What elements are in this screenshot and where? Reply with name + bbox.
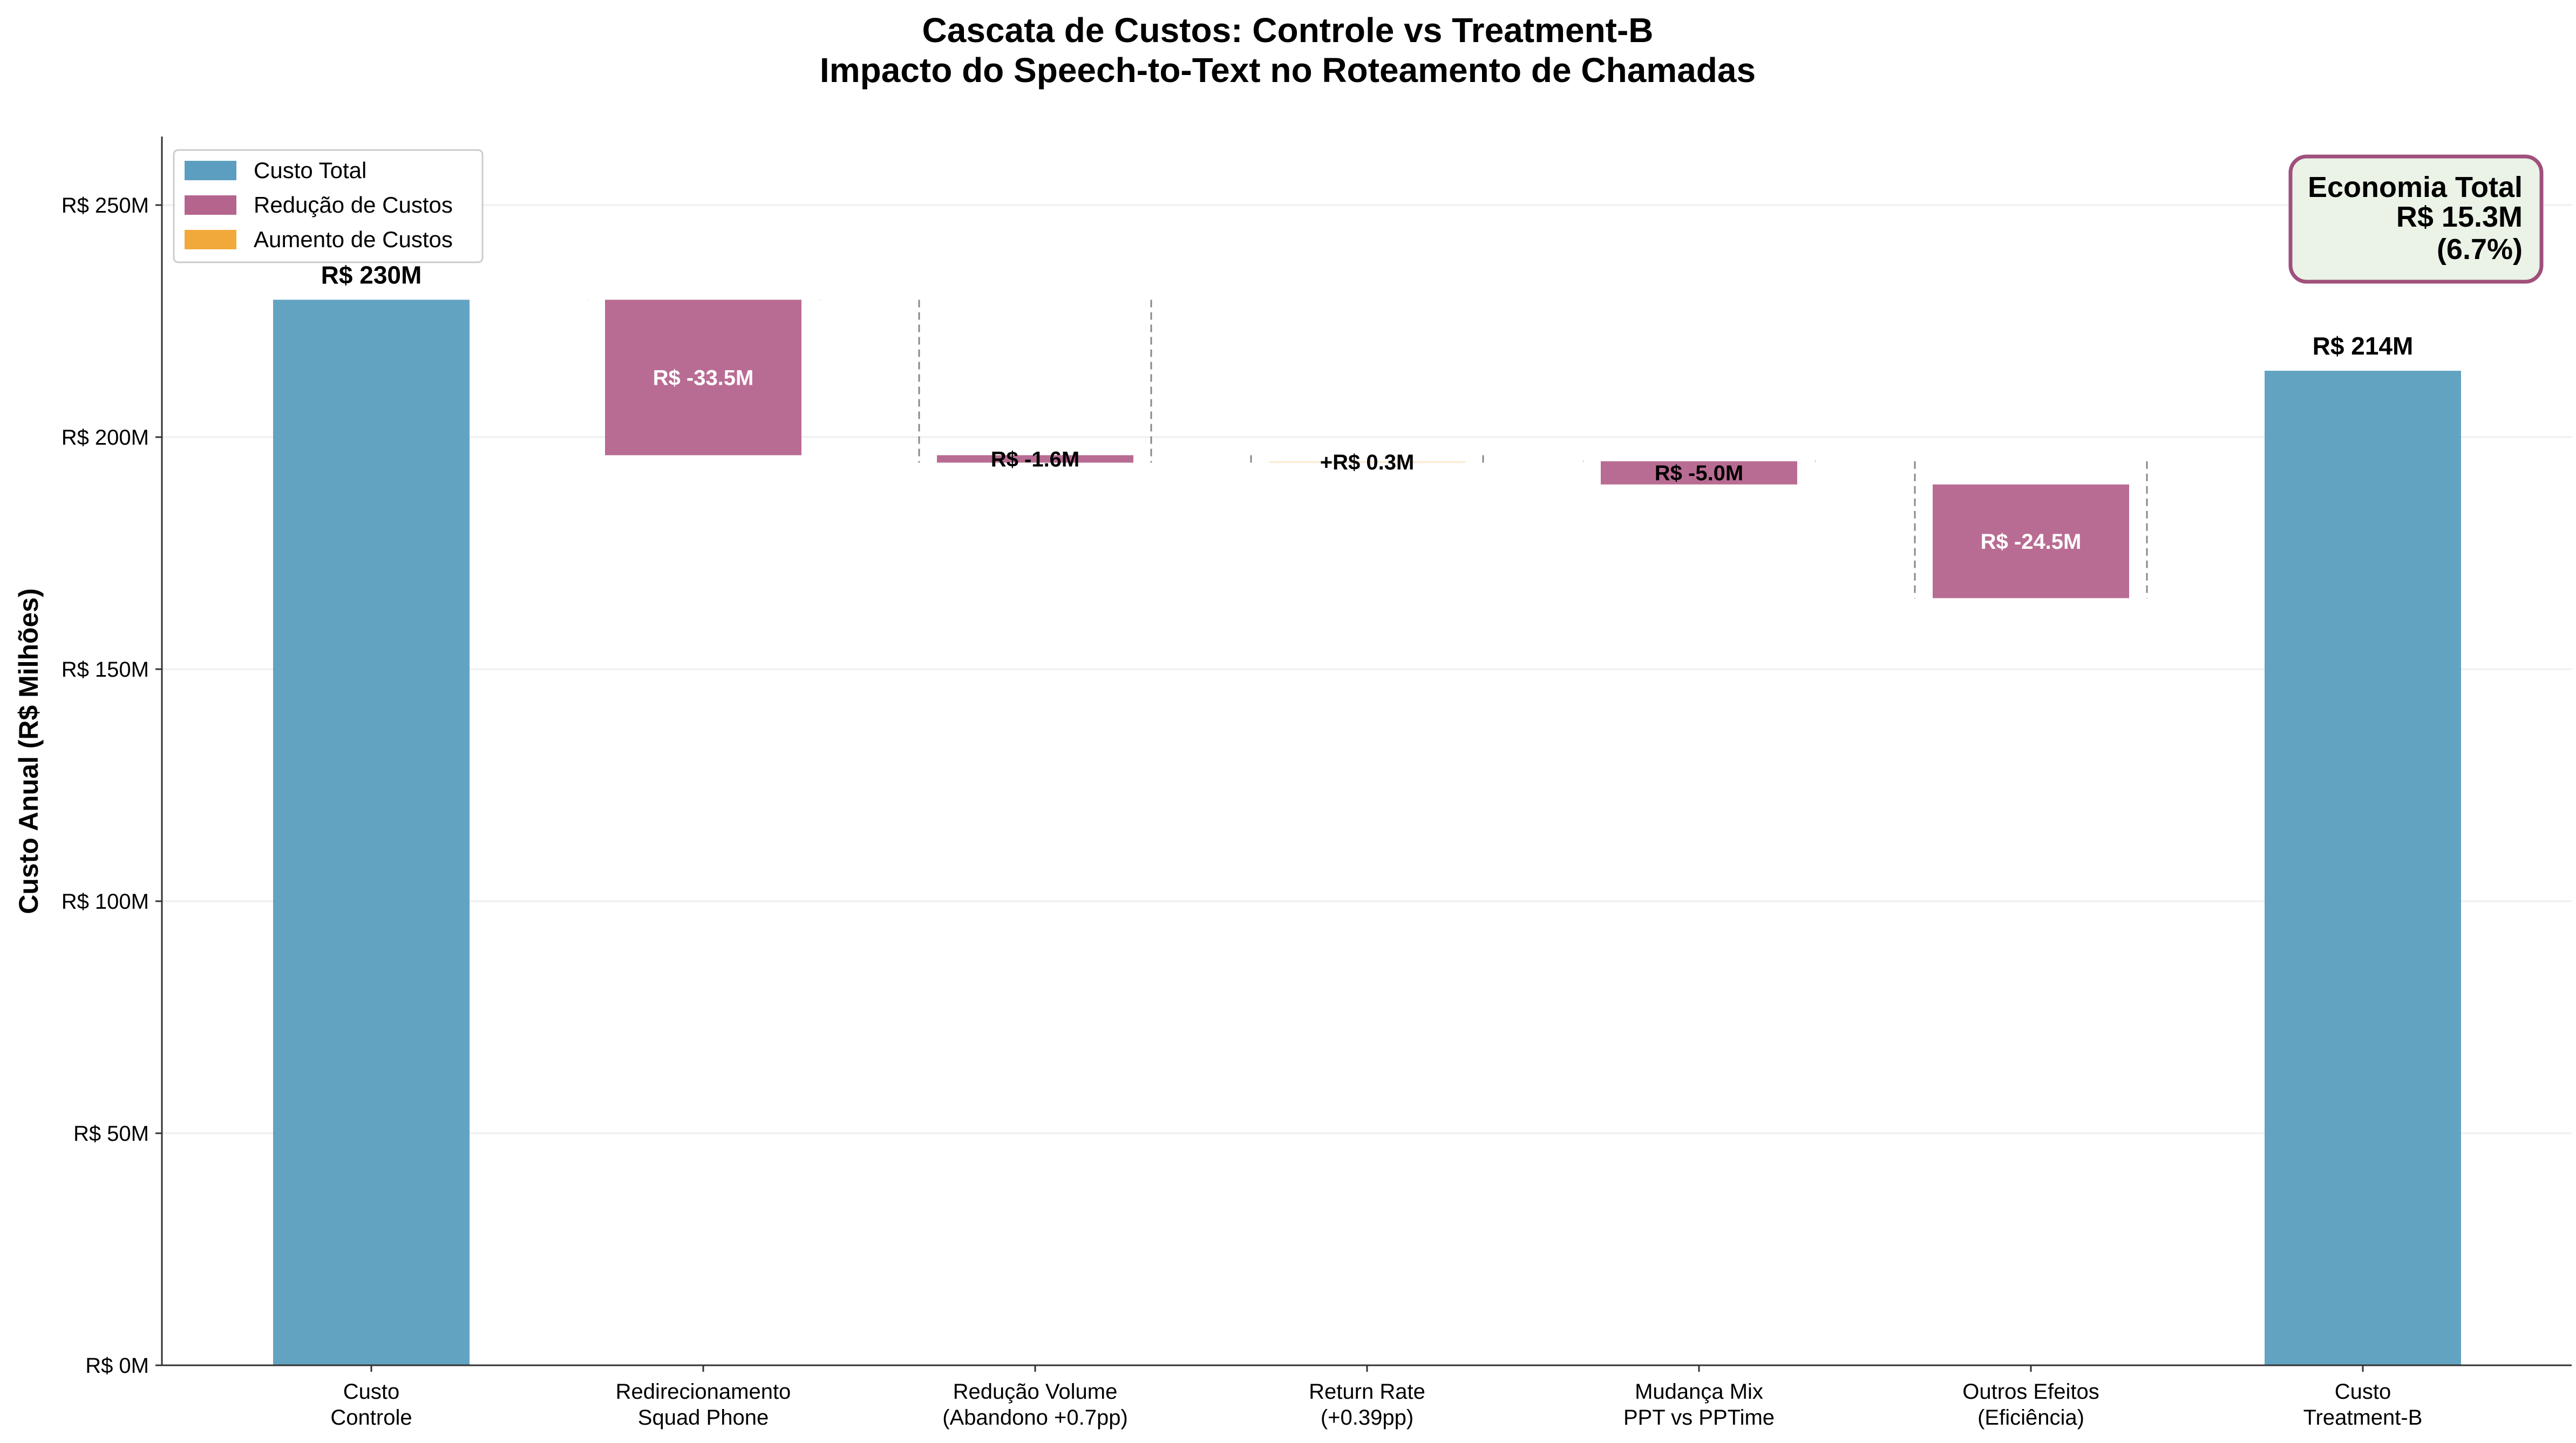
legend-swatch — [185, 230, 236, 249]
bar-value-label: R$ -1.6M — [991, 447, 1080, 471]
legend-swatch — [185, 161, 236, 180]
bar-labels: R$ 230M R$ -33.5M R$ -1.6M +R$ 0.3M R$ -5.0M… — [321, 261, 2414, 554]
x-tick-label-line2: (+0.39pp) — [1321, 1406, 1413, 1430]
x-tick-label-line1: Return Rate — [1309, 1380, 1425, 1404]
x-tick-label-line2: Treatment-B — [2303, 1406, 2423, 1430]
bar-value-label: +R$ 0.3M — [1320, 451, 1415, 474]
x-tick-label-line1: Outros Efeitos — [1962, 1380, 2099, 1404]
chart-title: Cascata de Custos: Controle vs Treatment… — [922, 11, 1654, 50]
bar-decrease — [937, 455, 1133, 463]
legend: Custo Total Redução de Custos Aumento de C… — [173, 149, 484, 263]
bar-value-label: R$ -24.5M — [1981, 530, 2082, 554]
x-tick-label-line2: (Abandono +0.7pp) — [942, 1406, 1128, 1430]
summary-box-frame — [2288, 154, 2544, 284]
x-tick-label-line1: Custo — [2335, 1380, 2391, 1404]
summary-box: Economia Total R$ 15.3M (6.7%) — [2288, 154, 2544, 284]
y-tick-label: R$ 0M — [85, 1354, 149, 1378]
bars — [273, 300, 2461, 1366]
x-tick-label-line1: Custo — [343, 1380, 400, 1404]
x-tick-label-line2: Controle — [330, 1406, 412, 1430]
summary-title: Economia Total — [2308, 171, 2523, 203]
y-tick-label: R$ 200M — [62, 426, 149, 450]
summary-amount: R$ 15.3M — [2396, 201, 2523, 233]
chart-subtitle: Impacto do Speech-to-Text no Roteamento … — [820, 51, 1756, 90]
y-tick-label: R$ 50M — [73, 1122, 149, 1146]
x-tick-label-line1: Redirecionamento — [616, 1380, 791, 1404]
y-tick-label: R$ 100M — [62, 890, 149, 914]
legend-frame — [173, 149, 484, 263]
grid-lines — [162, 204, 2572, 1134]
y-tick-label: R$ 150M — [62, 658, 149, 682]
legend-label: Custo Total — [254, 158, 366, 183]
y-axis-ticks: R$ 0M R$ 50M R$ 100M R$ 150M R$ 200M R$ 250M — [62, 194, 162, 1378]
x-tick-label-line1: Redução Volume — [953, 1380, 1118, 1404]
bar-value-label: R$ -33.5M — [653, 366, 754, 390]
bar-value-label: R$ 214M — [2313, 332, 2414, 360]
bar-decrease — [1933, 484, 2129, 598]
legend-label: Aumento de Custos — [254, 227, 453, 252]
bar-value-label: R$ -5.0M — [1655, 461, 1744, 485]
bar-value-label: R$ 230M — [321, 261, 422, 289]
summary-percent: (6.7%) — [2437, 233, 2523, 266]
x-tick-label-line2: (Eficiência) — [1977, 1406, 2084, 1430]
bar-total — [273, 300, 470, 1366]
y-axis-label: Custo Anual (R$ Milhões) — [13, 588, 44, 914]
legend-label: Redução de Custos — [254, 192, 453, 217]
y-tick-label: R$ 250M — [62, 194, 149, 217]
bar-decrease — [1601, 461, 1797, 485]
bar-total — [2265, 371, 2461, 1365]
x-tick-label-line2: PPT vs PPTime — [1623, 1406, 1775, 1430]
bar-decrease — [605, 300, 801, 455]
bar-increase — [1269, 461, 1465, 463]
connector-lines — [918, 300, 2148, 598]
x-tick-label-line1: Mudança Mix — [1635, 1380, 1763, 1404]
legend-swatch — [185, 195, 236, 215]
x-tick-label-line2: Squad Phone — [638, 1406, 769, 1430]
